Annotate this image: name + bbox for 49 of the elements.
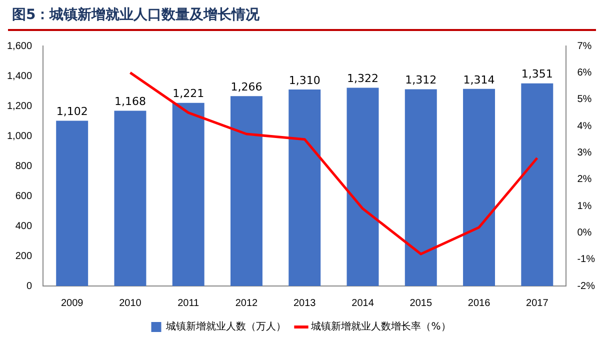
bar (463, 88, 496, 286)
x-tick-label: 2010 (119, 298, 142, 309)
bar (288, 90, 321, 286)
legend-label: 城镇新增就业人数增长率（%） (310, 320, 451, 333)
y-tick-label: 800 (15, 160, 32, 172)
y-tick-label: 400 (15, 220, 32, 232)
bar (230, 96, 262, 286)
bar (172, 102, 204, 286)
y2-tick-label: 1% (577, 200, 592, 212)
x-tick-label: 2016 (468, 298, 491, 309)
x-tick-label: 2012 (235, 298, 258, 309)
y2-tick-label: 6% (577, 67, 592, 78)
y2-tick-label: 2% (577, 174, 592, 186)
y2-tick-label: -2% (577, 280, 596, 292)
y-tick-label: 1,200 (6, 100, 32, 112)
y2-tick-label: 4% (577, 120, 592, 132)
x-tick-label: 2014 (352, 298, 374, 309)
x-tick-label: 2015 (410, 298, 432, 309)
data-label: 1,322 (347, 72, 379, 86)
y2-tick-label: 3% (577, 147, 592, 158)
data-label: 1,168 (114, 95, 146, 108)
bar (521, 83, 554, 286)
y2-tick-label: 7% (577, 40, 592, 52)
data-label: 1,312 (405, 74, 437, 87)
y2-tick-label: -1% (577, 254, 596, 266)
data-label: 1,221 (172, 87, 204, 100)
y-tick-label: 1,400 (6, 70, 32, 82)
y2-tick-label: 0% (577, 227, 592, 238)
bar (56, 120, 88, 286)
x-tick-label: 2009 (60, 298, 84, 309)
bar (346, 88, 379, 286)
y-tick-label: 600 (15, 190, 32, 202)
x-tick-label: 2011 (178, 298, 200, 309)
y-tick-label: 1,000 (6, 130, 32, 142)
data-label: 1,102 (56, 105, 88, 118)
legend-label: 城镇新增就业人数（万人） (165, 320, 286, 333)
y-tick-label: 1,600 (6, 40, 32, 52)
data-label: 1,266 (230, 80, 262, 94)
y-tick-label: 0 (26, 280, 32, 292)
bar (404, 89, 437, 286)
y2-tick-label: 5% (577, 94, 592, 106)
data-label: 1,314 (463, 73, 495, 86)
y-tick-label: 200 (15, 250, 32, 262)
chart-title: 图5：城镇新增就业人口数量及增长情况 (12, 6, 260, 24)
x-tick-label: 2017 (526, 298, 549, 309)
x-tick-label: 2013 (293, 298, 316, 309)
data-label: 1,310 (288, 74, 320, 87)
data-label: 1,351 (521, 68, 553, 81)
bar (114, 110, 146, 286)
